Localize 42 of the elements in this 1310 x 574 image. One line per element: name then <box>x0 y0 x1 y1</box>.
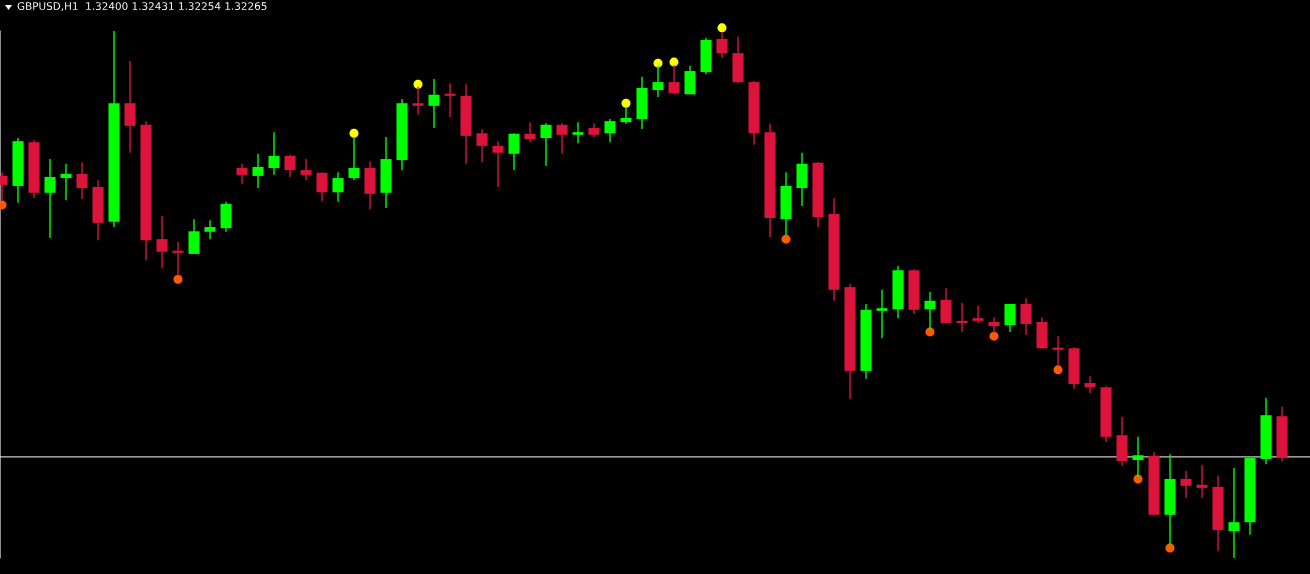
candlestick <box>252 153 264 189</box>
candlestick <box>604 118 616 143</box>
candlestick <box>876 289 888 339</box>
candlestick <box>1084 375 1096 394</box>
candlestick <box>1004 303 1016 333</box>
candlestick <box>188 218 200 255</box>
point <box>717 23 727 33</box>
candlestick <box>428 78 440 129</box>
candlestick <box>124 60 136 154</box>
candlestick <box>940 287 952 324</box>
candlestick <box>316 171 328 202</box>
candlestick <box>684 65 696 95</box>
candlestick <box>204 219 216 240</box>
candlestick <box>540 122 552 167</box>
point <box>669 57 679 67</box>
candlestick <box>572 121 584 144</box>
candlestick <box>332 171 344 203</box>
candlestick <box>156 215 168 269</box>
point <box>989 331 999 341</box>
candlestick <box>1020 297 1032 336</box>
candlestick <box>444 82 456 118</box>
point <box>1165 543 1175 553</box>
point <box>1053 365 1063 375</box>
candlestick <box>492 140 504 188</box>
chart-title: GBPUSD,H1 1.32400 1.32431 1.32254 1.32265 <box>17 2 267 12</box>
candlestick <box>60 163 72 201</box>
candlestick <box>1228 467 1240 559</box>
candlestick <box>76 161 88 200</box>
candlestick <box>524 121 536 143</box>
candlestick <box>476 128 488 163</box>
candlestick <box>1196 464 1208 499</box>
candlestick <box>300 158 312 181</box>
point <box>781 234 791 244</box>
candlestick <box>44 158 56 239</box>
candlestick <box>508 132 520 171</box>
candlestick <box>236 163 248 185</box>
candlestick <box>1180 470 1192 499</box>
candlestick <box>268 131 280 176</box>
candlestick <box>284 154 296 178</box>
candlestick <box>956 302 968 333</box>
candlestick <box>972 305 984 324</box>
candlestick <box>556 122 568 155</box>
